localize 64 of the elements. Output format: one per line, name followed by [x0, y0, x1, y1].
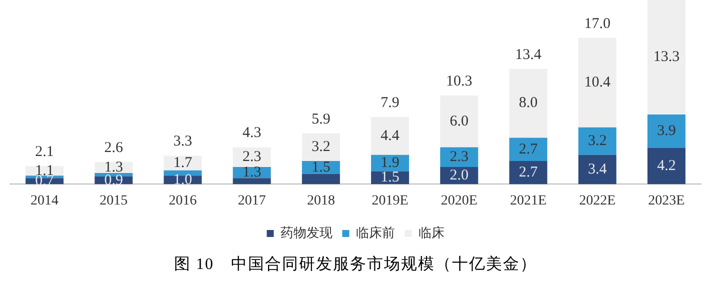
x-tick-label: 2015: [100, 193, 128, 208]
x-tick-label: 2022E: [579, 193, 616, 208]
bar: [302, 174, 340, 184]
data-label: 2.3: [242, 149, 262, 166]
x-tick-label: 2018: [306, 193, 335, 208]
bar: [440, 96, 478, 148]
bar: [164, 156, 202, 170]
bar: [578, 38, 616, 128]
bar: [509, 68, 548, 138]
data-label: 3.4: [588, 162, 608, 178]
total-label: 4.3: [242, 125, 262, 142]
bar: [232, 178, 271, 184]
total-label: 2.1: [35, 144, 54, 160]
bar: [232, 147, 271, 167]
data-label: 3.2: [312, 139, 330, 156]
data-label: 4.4: [380, 128, 400, 144]
total-label: 17.0: [584, 16, 610, 32]
data-label: 3.9: [657, 123, 676, 140]
data-label: 3.2: [588, 133, 607, 150]
bar: [164, 170, 202, 176]
total-label: 3.3: [173, 134, 192, 150]
legend-label: 临床: [418, 224, 444, 240]
total-label: 5.9: [312, 111, 330, 128]
data-label: 13.3: [653, 49, 680, 66]
x-tick-label: 2019E: [372, 193, 408, 208]
bar: [371, 154, 410, 172]
legend-label: 临床前: [356, 224, 395, 240]
bar: [509, 138, 548, 161]
data-label: 1.3: [242, 164, 262, 181]
data-label: 2.7: [518, 164, 538, 181]
bar: [440, 147, 478, 167]
data-label: 1.5: [312, 159, 330, 176]
data-label: 4.2: [657, 158, 676, 174]
data-label: 1.3: [104, 159, 124, 176]
data-label: 8.0: [518, 95, 538, 112]
data-label: 2.3: [450, 149, 469, 166]
bar: [371, 117, 410, 155]
x-tick-label: 2014: [30, 193, 59, 208]
bar: [578, 154, 616, 184]
data-label: 1.7: [173, 155, 193, 172]
bar: [578, 127, 616, 155]
data-label: 1.9: [380, 155, 400, 172]
total-label: 7.9: [380, 95, 400, 111]
bar: [647, 114, 686, 148]
data-label: 6.0: [450, 113, 469, 130]
data-label: 2.7: [518, 141, 538, 158]
bar: [509, 160, 548, 184]
data-label: 1.5: [380, 170, 400, 186]
data-label: 2.0: [450, 168, 469, 184]
bar: [647, 148, 686, 184]
data-label: 10.4: [584, 74, 611, 91]
x-tick-label: 2017: [238, 193, 266, 208]
x-tick-label: 2023E: [648, 193, 685, 208]
total-label: 13.4: [515, 46, 542, 63]
x-tick-label: 2020E: [440, 193, 478, 208]
x-tick-label: 2021E: [510, 193, 547, 208]
data-label: 1.0: [173, 172, 192, 188]
total-label: 10.3: [446, 73, 472, 90]
x-tick-label: 2016: [168, 193, 197, 208]
bar: [302, 133, 340, 161]
text: 图 10 中国合同研发服务市场规模（十亿美金）: [173, 254, 538, 275]
total-label: 2.6: [104, 140, 124, 156]
bar: [647, 0, 686, 114]
legend-label: 药物发现: [280, 224, 332, 240]
